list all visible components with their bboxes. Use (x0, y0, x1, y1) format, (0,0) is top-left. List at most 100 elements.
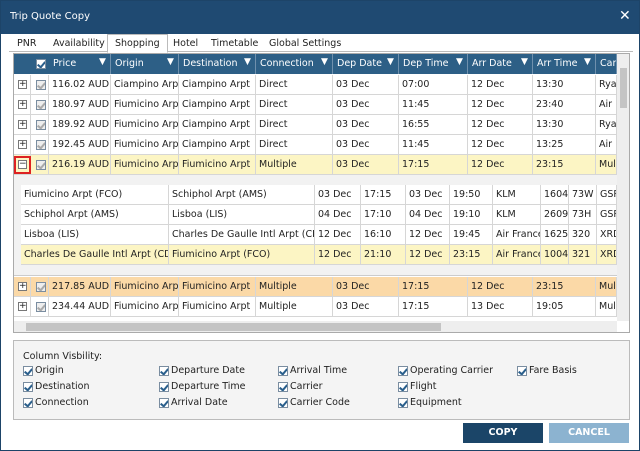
column-header[interactable]: Arr Date (468, 54, 533, 74)
expand-toggle[interactable]: + (18, 302, 27, 311)
visibility-checkbox[interactable] (278, 366, 288, 376)
row-checkbox[interactable] (36, 120, 46, 130)
visibility-checkbox[interactable] (23, 382, 33, 392)
segment-cell: KLM (493, 185, 541, 205)
tab[interactable]: Availability (53, 38, 105, 49)
row-checkbox[interactable] (36, 302, 46, 312)
filter-icon[interactable]: ▼ (244, 57, 251, 67)
tab[interactable]: Hotel (173, 38, 199, 49)
expand-toggle[interactable]: + (18, 100, 27, 109)
tab[interactable]: PNR (17, 38, 37, 49)
visibility-label[interactable]: Arrival Date (171, 397, 228, 408)
check-cell (31, 95, 49, 115)
expand-toggle[interactable]: + (18, 282, 27, 291)
tab[interactable]: Global Settings (269, 38, 342, 49)
segment-cell: GSR (597, 185, 617, 205)
grid-cell: Air I (596, 135, 617, 155)
vertical-scrollbar[interactable] (617, 54, 629, 321)
column-header[interactable]: Dep Date (333, 54, 399, 74)
visibility-label[interactable]: Connection (35, 397, 89, 408)
visibility-checkbox[interactable] (517, 366, 527, 376)
row-checkbox[interactable] (36, 160, 46, 170)
visibility-label[interactable]: Equipment (410, 397, 462, 408)
visibility-label[interactable]: Operating Carrier (410, 365, 494, 376)
visibility-checkbox[interactable] (159, 382, 169, 392)
column-header[interactable]: Origin (111, 54, 179, 74)
expand-toggle[interactable]: + (18, 80, 27, 89)
column-header[interactable]: Destination (179, 54, 256, 74)
row-checkbox[interactable] (36, 282, 46, 292)
column-header[interactable]: Connection (256, 54, 333, 74)
grid-cell: Multiple (256, 297, 333, 317)
grid-cell: 13:25 (533, 135, 596, 155)
visibility-label[interactable]: Arrival Time (290, 365, 348, 376)
visibility-checkbox[interactable] (398, 398, 408, 408)
expand-toggle[interactable]: − (18, 160, 27, 169)
visibility-label[interactable]: Fare Basis (529, 365, 577, 376)
filter-icon[interactable]: ▼ (387, 57, 394, 67)
visibility-checkbox[interactable] (278, 398, 288, 408)
grid-cell: 11:45 (399, 135, 468, 155)
grid-cell: 03 Dec (333, 277, 399, 297)
grid-cell: 12 Dec (468, 75, 533, 95)
v-scroll-thumb[interactable] (620, 68, 627, 108)
row-checkbox[interactable] (36, 140, 46, 150)
expand-toggle[interactable]: + (18, 120, 27, 129)
grid-cell: 12 Dec (468, 115, 533, 135)
focus-box (14, 156, 31, 174)
visibility-checkbox[interactable] (398, 382, 408, 392)
expander-cell (14, 297, 31, 317)
select-all-checkbox[interactable] (36, 59, 46, 69)
segment-cell: XRD (597, 225, 617, 245)
grid-cell: 12 Dec (468, 135, 533, 155)
title-bar (1, 1, 639, 34)
filter-icon[interactable]: ▼ (584, 57, 591, 67)
grid-cell: 23:15 (533, 277, 596, 297)
grid-cell: Fiumicino Arpt (111, 155, 179, 175)
grid-cell: Fiumicino Arpt (179, 277, 256, 297)
filter-icon[interactable]: ▼ (456, 57, 463, 67)
visibility-checkbox[interactable] (159, 366, 169, 376)
button[interactable]: COPY (463, 423, 543, 443)
expand-toggle[interactable]: + (18, 140, 27, 149)
visibility-label[interactable]: Flight (410, 381, 437, 392)
filter-icon[interactable]: ▼ (321, 57, 328, 67)
visibility-checkbox[interactable] (278, 382, 288, 392)
column-header[interactable]: Carr (596, 54, 617, 74)
visibility-checkbox[interactable] (159, 398, 169, 408)
h-scroll-thumb[interactable] (26, 323, 441, 331)
visibility-checkbox[interactable] (398, 366, 408, 376)
filter-icon[interactable]: ▼ (167, 57, 174, 67)
grid-cell: 17:15 (399, 155, 468, 175)
button[interactable]: CANCEL (549, 423, 629, 443)
filter-icon[interactable]: ▼ (99, 57, 106, 67)
tab[interactable]: Shopping (107, 34, 168, 53)
close-button[interactable]: ✕ (619, 8, 631, 24)
row (14, 277, 617, 297)
visibility-label[interactable]: Origin (35, 365, 64, 376)
tab-divider (9, 51, 633, 52)
visibility-label[interactable]: Destination (35, 381, 90, 392)
segment-row (21, 205, 617, 225)
row-checkbox[interactable] (36, 80, 46, 90)
column-header[interactable]: Arr Time (533, 54, 596, 74)
expander-cell (14, 95, 31, 115)
tab[interactable]: Timetable (211, 38, 259, 49)
column-header[interactable]: Price (49, 54, 111, 74)
grid-cell: 234.44 AUD (49, 297, 111, 317)
grid-cell: Ciampino Arpt (179, 95, 256, 115)
visibility-label[interactable]: Departure Date (171, 365, 245, 376)
segment-cell: KLM (493, 205, 541, 225)
column-header[interactable]: Dep Time (399, 54, 468, 74)
filter-icon[interactable]: ▼ (521, 57, 528, 67)
visibility-label[interactable]: Carrier (290, 381, 323, 392)
row (14, 95, 617, 115)
grid-cell: 23:40 (533, 95, 596, 115)
visibility-label[interactable]: Carrier Code (290, 397, 350, 408)
visibility-checkbox[interactable] (23, 366, 33, 376)
visibility-label[interactable]: Departure Time (171, 381, 246, 392)
row-checkbox[interactable] (36, 100, 46, 110)
grid-cell: Fiumicino Arpt (111, 297, 179, 317)
visibility-checkbox[interactable] (23, 398, 33, 408)
segment-cell: Schiphol Arpt (AMS) (21, 205, 169, 225)
